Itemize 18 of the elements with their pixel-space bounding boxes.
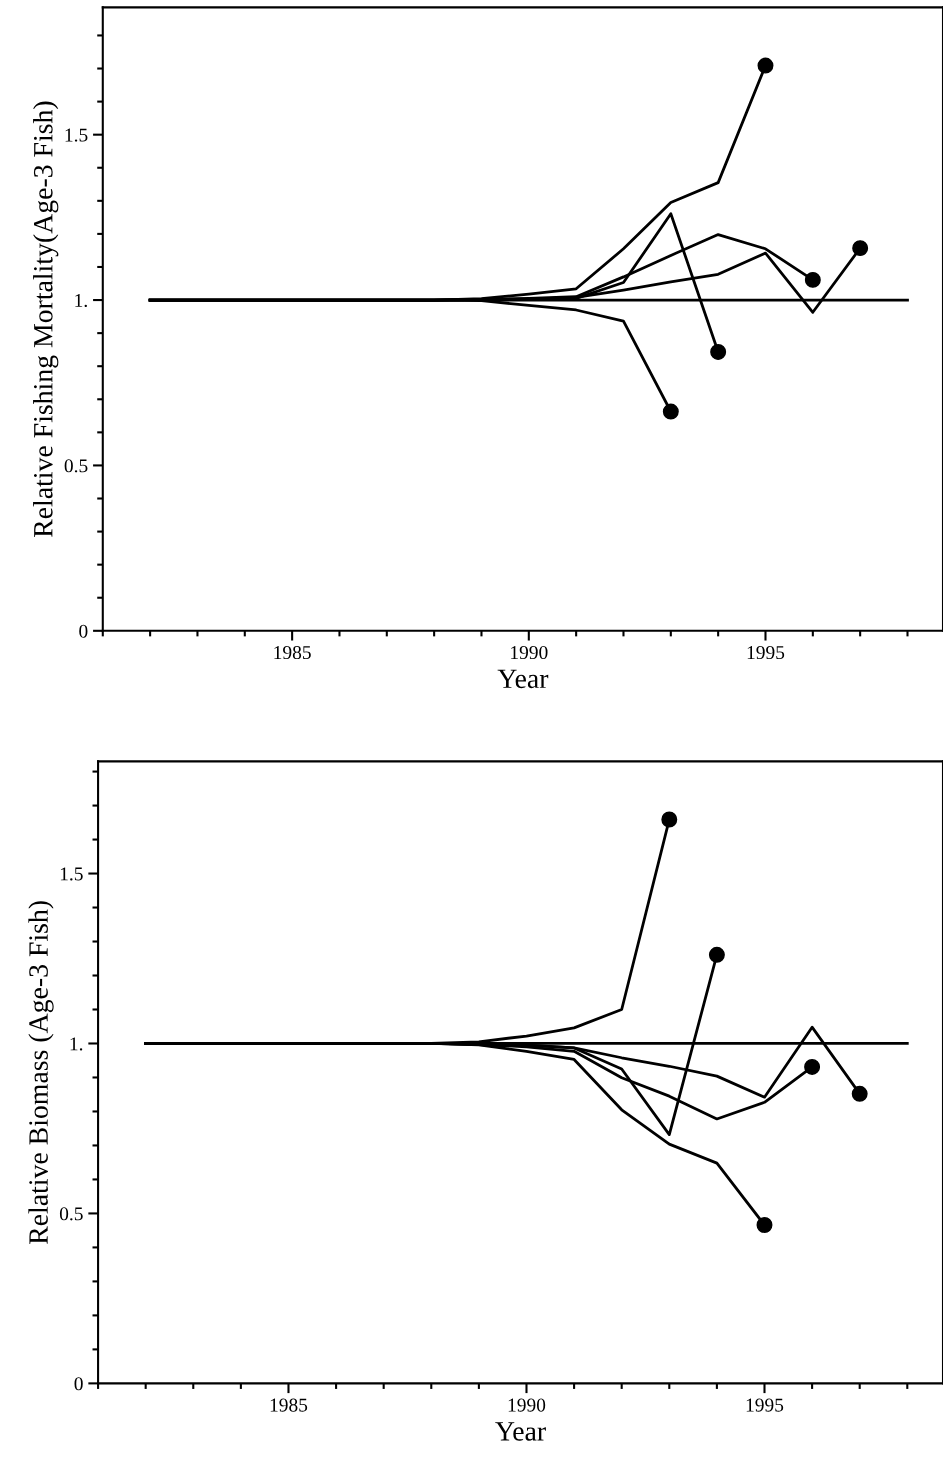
x-tick-label: 1985 xyxy=(270,1398,308,1412)
y-tick-label: 0.5 xyxy=(64,459,88,473)
y-tick-label: 1. xyxy=(70,1037,83,1051)
y-tick-label: 0 xyxy=(79,624,88,638)
y-axis-title: Relative Fishing Mortality(Age-3 Fish) xyxy=(33,101,59,537)
y-axis-title: Relative Biomass (Age-3 Fish) xyxy=(28,901,54,1245)
x-tick-label: 1995 xyxy=(746,1398,784,1412)
y-tick-label: 1.5 xyxy=(65,128,88,142)
x-axis-title: Year xyxy=(495,1422,546,1441)
y-tick-label: 1. xyxy=(75,293,87,308)
x-tick-label: 1985 xyxy=(274,645,311,660)
x-tick-label: 1990 xyxy=(508,1398,546,1412)
y-tick-label: 1.5 xyxy=(60,867,83,881)
x-tick-label: 1995 xyxy=(747,646,785,660)
x-axis-title: Year xyxy=(497,669,549,689)
y-tick-label: 0.5 xyxy=(59,1207,83,1221)
x-tick-label: 1990 xyxy=(511,645,548,660)
y-tick-label: 0 xyxy=(74,1377,83,1391)
